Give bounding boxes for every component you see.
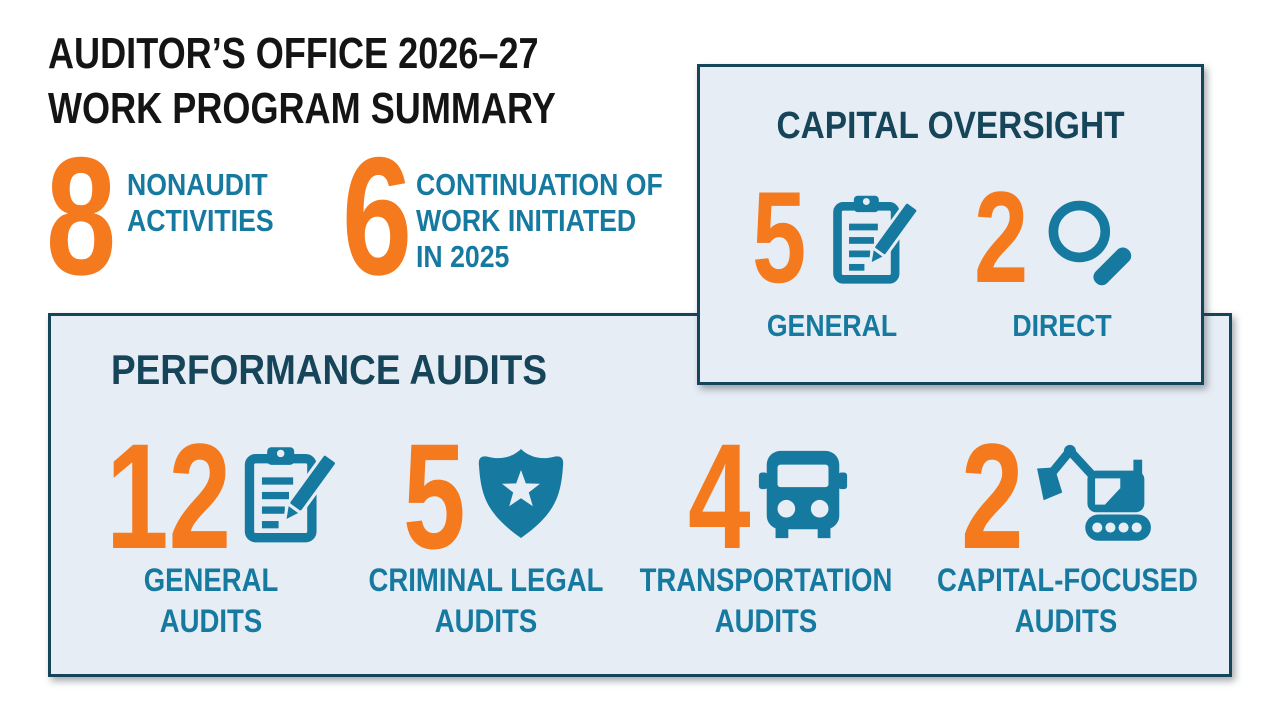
stat-label-capital-general: GENERAL xyxy=(766,308,898,343)
page-title: AUDITOR’S OFFICE 2026–27 WORK PROGRAM SU… xyxy=(48,26,667,136)
clipboard-pencil-icon xyxy=(826,189,922,289)
page-title-line2: WORK PROGRAM SUMMARY xyxy=(48,84,556,133)
capital-oversight-panel: CAPITAL OVERSIGHT 5 GENERAL 2 xyxy=(697,64,1204,385)
excavator-icon xyxy=(1027,440,1161,544)
stat-value-capital-direct: 2 xyxy=(974,164,1029,310)
stat-value-continuation: 6 xyxy=(342,122,413,310)
stat-value-nonaudit: 8 xyxy=(46,122,117,310)
stat-value-general-audits: 12 xyxy=(106,412,232,580)
police-badge-icon xyxy=(471,444,571,544)
stat-label-general-audits: GENERAL AUDITS xyxy=(143,562,279,639)
stat-value-criminal-legal-audits: 5 xyxy=(403,412,466,580)
capital-oversight-title: CAPITAL OVERSIGHT xyxy=(776,105,1125,147)
stat-label-nonaudit: NONAUDIT ACTIVITIES xyxy=(127,167,274,238)
page-title-line1: AUDITOR’S OFFICE 2026–27 xyxy=(48,29,539,78)
stat-label-criminal-legal-audits: CRIMINAL LEGAL AUDITS xyxy=(368,562,604,639)
stat-label-transportation-audits: TRANSPORTATION AUDITS xyxy=(639,562,893,639)
stat-label-continuation: CONTINUATION OF WORK INITIATED IN 2025 xyxy=(416,167,663,274)
bus-icon xyxy=(754,442,852,548)
performance-audits-panel: PERFORMANCE AUDITS 12 GENERAL AUDITS xyxy=(48,313,1232,677)
stat-label-capital-direct: DIRECT xyxy=(1012,308,1112,343)
clipboard-pencil-icon xyxy=(237,440,341,548)
magnifier-icon xyxy=(1038,195,1136,291)
stat-value-capital-general: 5 xyxy=(752,164,807,310)
stat-label-capital-focused-audits: CAPITAL-FOCUSED AUDITS xyxy=(937,562,1198,639)
performance-audits-title: PERFORMANCE AUDITS xyxy=(111,346,547,393)
stat-value-transportation-audits: 4 xyxy=(688,412,751,580)
stat-value-capital-focused-audits: 2 xyxy=(961,412,1024,580)
